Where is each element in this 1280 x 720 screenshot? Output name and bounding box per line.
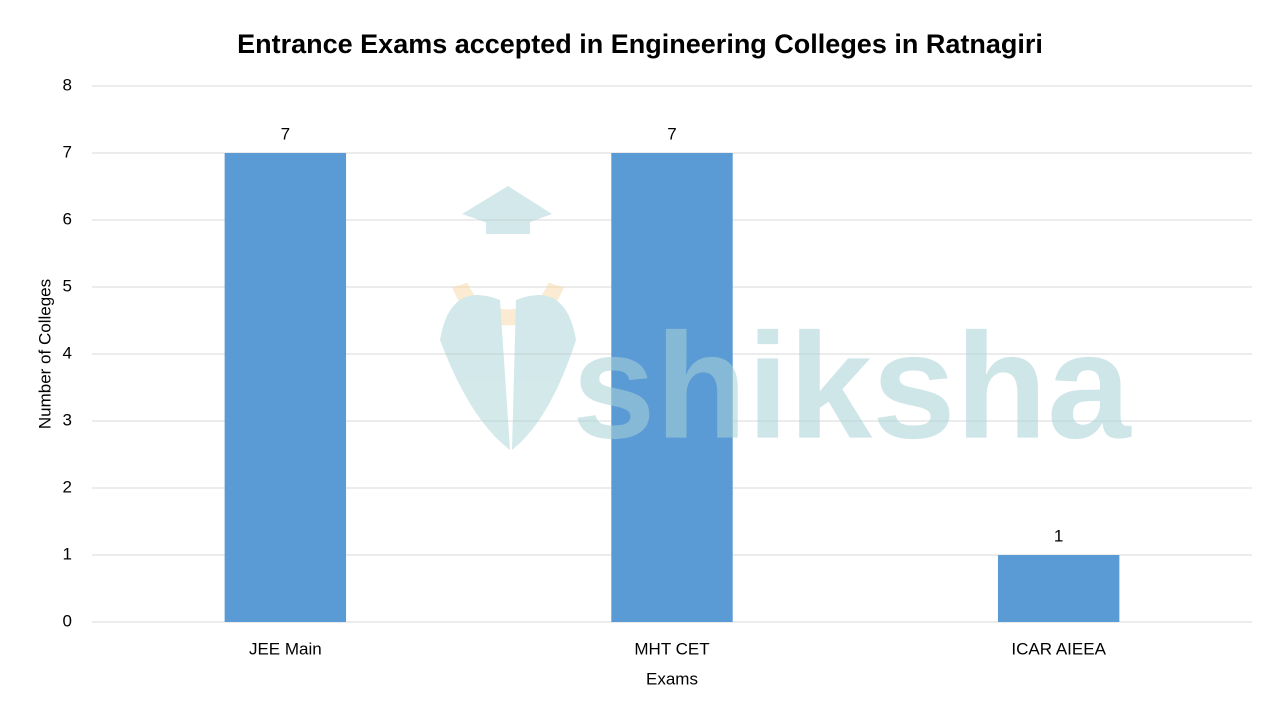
y-tick-label: 8 [63, 75, 72, 94]
y-tick-label: 5 [63, 276, 72, 295]
bar [611, 153, 733, 622]
bar [224, 153, 347, 622]
logo-cap-base [486, 214, 530, 234]
data-label: 1 [1054, 526, 1063, 545]
x-tick-label: JEE Main [249, 639, 322, 658]
data-label: 7 [667, 124, 676, 143]
plot: 0 1 2 3 4 5 6 7 8 JEE Main 7 MHT CET 7 ICAR AIEEA 1 [63, 75, 1252, 658]
watermark: shiksha [572, 302, 1132, 470]
chart-title: Entrance Exams accepted in Engineering C… [237, 29, 1043, 59]
y-tick-label: 6 [63, 209, 72, 228]
y-tick-label: 3 [63, 410, 72, 429]
y-axis-label: Number of Colleges [35, 279, 54, 429]
y-tick-label: 0 [63, 611, 72, 630]
y-tick-label: 1 [63, 544, 72, 563]
y-tick-label: 2 [63, 477, 72, 496]
y-tick-label: 7 [63, 142, 72, 161]
data-label: 7 [281, 124, 290, 143]
x-axis-label: Exams [646, 669, 698, 688]
bar [997, 555, 1120, 622]
x-tick-label: ICAR AIEEA [1011, 639, 1106, 658]
x-tick-label: MHT CET [634, 639, 709, 658]
watermark-logo [440, 186, 576, 450]
y-tick-label: 4 [63, 343, 72, 362]
logo-leaf [440, 295, 576, 450]
